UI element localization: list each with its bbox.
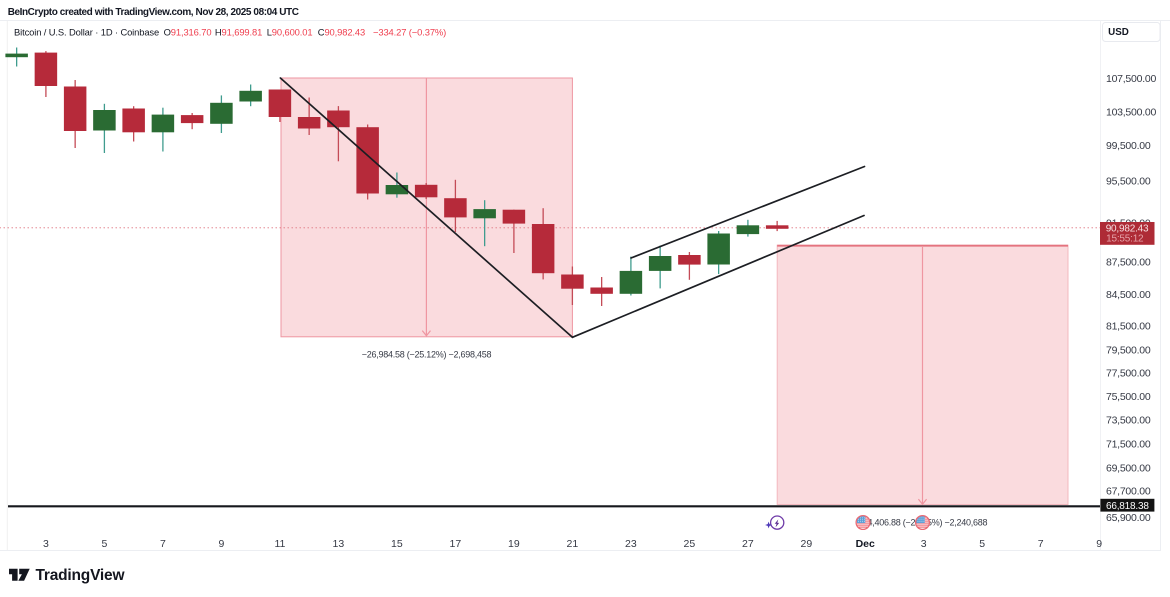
svg-text:C90,982.43: C90,982.43 (318, 27, 365, 38)
svg-text:71,500.00: 71,500.00 (1106, 439, 1151, 451)
svg-text:77,500.00: 77,500.00 (1106, 368, 1151, 380)
svg-text:103,500.00: 103,500.00 (1106, 107, 1156, 119)
svg-text:87,500.00: 87,500.00 (1106, 257, 1151, 269)
svg-text:15: 15 (391, 538, 403, 550)
svg-text:O91,316.70: O91,316.70 (164, 27, 212, 38)
svg-text:3: 3 (921, 538, 927, 550)
svg-text:5: 5 (979, 538, 985, 550)
svg-text:81,500.00: 81,500.00 (1106, 321, 1151, 333)
svg-text:USD: USD (1108, 27, 1129, 38)
svg-text:65,900.00: 65,900.00 (1106, 512, 1151, 524)
svg-text:67,700.00: 67,700.00 (1106, 486, 1151, 498)
svg-text:84,500.00: 84,500.00 (1106, 289, 1151, 301)
svg-text:95,500.00: 95,500.00 (1106, 175, 1151, 187)
svg-text:9: 9 (218, 538, 224, 550)
svg-text:BeInCrypto created with Tradin: BeInCrypto created with TradingView.com,… (8, 7, 299, 18)
svg-text:66,818.38: 66,818.38 (1106, 501, 1149, 512)
svg-text:73,500.00: 73,500.00 (1106, 415, 1151, 427)
svg-text:13: 13 (333, 538, 345, 550)
svg-text:23: 23 (625, 538, 637, 550)
svg-text:19: 19 (508, 538, 520, 550)
svg-text:17: 17 (450, 538, 462, 550)
svg-text:TradingView: TradingView (36, 567, 126, 584)
svg-text:29: 29 (801, 538, 813, 550)
svg-text:99,500.00: 99,500.00 (1106, 140, 1151, 152)
svg-text:−334.27 (−0.37%): −334.27 (−0.37%) (373, 27, 446, 38)
svg-text:21: 21 (567, 538, 579, 550)
svg-text:Bitcoin / U.S. Dollar · 1D · C: Bitcoin / U.S. Dollar · 1D · Coinbase (14, 27, 159, 38)
svg-text:H91,699.81: H91,699.81 (215, 27, 262, 38)
svg-text:90,982.43: 90,982.43 (1106, 224, 1149, 235)
svg-text:69,500.00: 69,500.00 (1106, 462, 1151, 474)
svg-text:11: 11 (274, 538, 285, 550)
svg-text:27: 27 (742, 538, 754, 550)
svg-text:L90,600.01: L90,600.01 (267, 27, 313, 38)
svg-text:79,500.00: 79,500.00 (1106, 345, 1151, 357)
svg-text:Dec: Dec (856, 538, 875, 550)
svg-text:3: 3 (43, 538, 49, 550)
svg-text:107,500.00: 107,500.00 (1106, 73, 1156, 85)
svg-text:15:55:12: 15:55:12 (1106, 233, 1144, 244)
svg-text:9: 9 (1096, 538, 1102, 550)
svg-text:25: 25 (684, 538, 696, 550)
svg-text:75,500.00: 75,500.00 (1106, 391, 1151, 403)
svg-text:7: 7 (160, 538, 166, 550)
svg-text:5: 5 (101, 538, 107, 550)
svg-text:7: 7 (1038, 538, 1044, 550)
svg-text:−26,984.58 (−25.12%) −2,698,45: −26,984.58 (−25.12%) −2,698,458 (362, 350, 492, 360)
